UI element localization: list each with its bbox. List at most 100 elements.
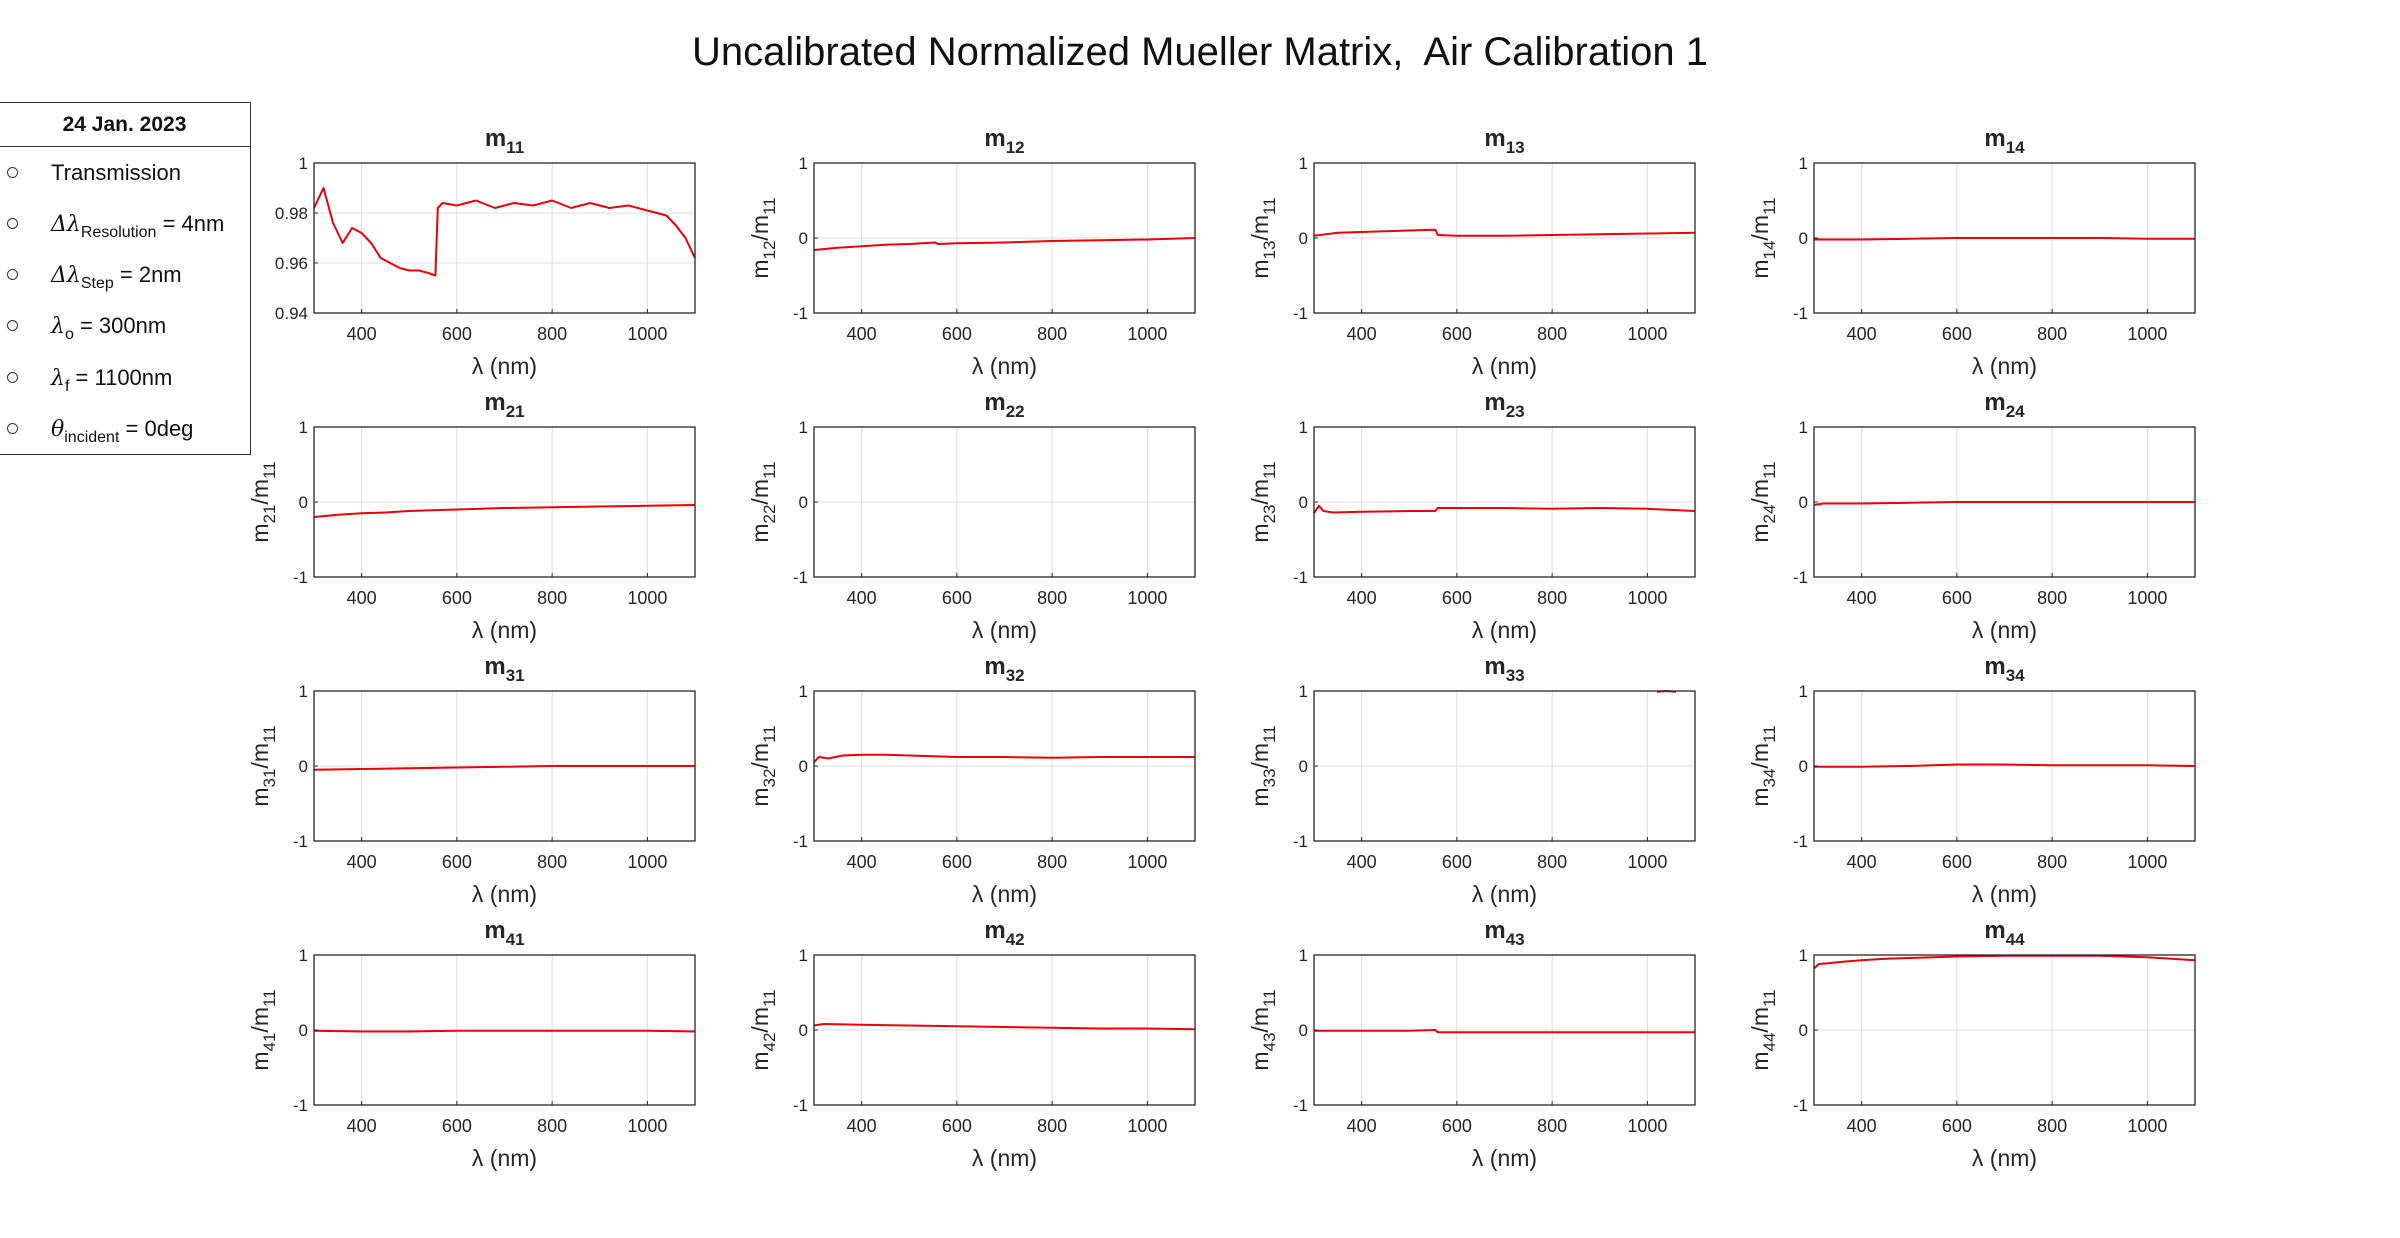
x-tick-label: 800 (2037, 324, 2067, 344)
x-tick-label: 400 (847, 1116, 877, 1136)
x-tick-label: 400 (1847, 324, 1877, 344)
x-tick-label: 600 (1942, 324, 1972, 344)
series-line-m21 (313, 504, 696, 518)
x-axis-label: λ (nm) (972, 1145, 1037, 1171)
x-tick-label: 600 (442, 588, 472, 608)
x-tick-label: 800 (537, 324, 567, 344)
figure-title: Uncalibrated Normalized Mueller Matrix, … (692, 30, 1708, 74)
y-tick-label: 1 (799, 418, 808, 437)
legend-circle-icon (7, 423, 18, 434)
x-axis-label: λ (nm) (1472, 353, 1537, 379)
y-axis-label: m44/m11 (1747, 989, 1779, 1070)
y-tick-label: 1 (1299, 418, 1308, 437)
y-tick-label: 0.94 (275, 304, 308, 323)
y-tick-label: 0 (1799, 757, 1808, 776)
subplot-m24: 400 600 800 1000 -1 0 1 m24 λ (nm) m24/m11 (1747, 389, 2196, 643)
legend-circle-icon (7, 372, 18, 383)
x-tick-label: 800 (537, 588, 567, 608)
series-line-m12 (813, 237, 1196, 251)
subplot-title: m13 (1484, 125, 1524, 157)
y-axis-label: m32/m11 (747, 725, 779, 806)
subplot-m12: 400 600 800 1000 -1 0 1 m12 λ (nm) m12/m11 (747, 125, 1196, 379)
x-tick-label: 1000 (627, 1116, 667, 1136)
x-tick-label: 1000 (2127, 588, 2167, 608)
x-axis-label: λ (nm) (1472, 881, 1537, 907)
subplot-title: m41 (484, 917, 524, 949)
x-tick-label: 400 (347, 852, 377, 872)
series-line-m43 (1314, 1029, 1695, 1034)
x-tick-label: 600 (942, 324, 972, 344)
x-tick-label: 800 (2037, 852, 2067, 872)
y-tick-label: -1 (1293, 832, 1308, 851)
x-tick-label: 600 (442, 324, 472, 344)
y-tick-label: -1 (1793, 832, 1808, 851)
x-tick-label: 1000 (1127, 1116, 1167, 1136)
y-tick-label: 0 (1799, 1021, 1808, 1040)
x-tick-label: 600 (1442, 324, 1472, 344)
subplot-m13: 400 600 800 1000 -1 0 1 m13 λ (nm) m13/m11 (1247, 125, 1696, 379)
series-line-m24 (1813, 501, 2195, 506)
subplot-title: m22 (984, 389, 1024, 421)
x-tick-label: 1000 (1127, 324, 1167, 344)
y-axis-label: m43/m11 (1247, 989, 1279, 1070)
x-tick-label: 1000 (1627, 852, 1667, 872)
legend-item-sub: Step (80, 275, 114, 292)
series-line-m41 (313, 1029, 696, 1033)
x-tick-label: 400 (847, 324, 877, 344)
subplot-title: m12 (984, 125, 1024, 157)
x-tick-label: 400 (1347, 324, 1377, 344)
subplot-title: m44 (1984, 917, 2025, 949)
series-line-m32 (813, 753, 1195, 763)
y-tick-label: -1 (793, 832, 808, 851)
y-tick-label: 0 (1299, 493, 1308, 512)
subplot-m32: 400 600 800 1000 -1 0 1 m32 λ (nm) m32/m11 (747, 653, 1196, 907)
subplot-m23: 400 600 800 1000 -1 0 1 m23 λ (nm) m23/m11 (1247, 389, 1696, 643)
x-axis-label: λ (nm) (472, 881, 537, 907)
x-tick-label: 400 (347, 588, 377, 608)
x-tick-label: 400 (1847, 588, 1877, 608)
y-tick-label: 0 (1299, 1021, 1308, 1040)
x-tick-label: 400 (1847, 1116, 1877, 1136)
x-axis-label: λ (nm) (972, 617, 1037, 643)
y-tick-label: -1 (793, 304, 808, 323)
series-line-m11 (313, 187, 696, 277)
y-tick-label: 1 (299, 154, 308, 173)
y-tick-label: 0 (799, 757, 808, 776)
legend-circle-icon (7, 320, 18, 331)
subplot-title: m42 (984, 917, 1024, 949)
subplot-m42: 400 600 800 1000 -1 0 1 m42 λ (nm) m42/m11 (747, 917, 1196, 1171)
x-tick-label: 600 (942, 588, 972, 608)
legend-item-main: Δλ (51, 212, 81, 237)
x-tick-label: 400 (1347, 588, 1377, 608)
x-axis-label: λ (nm) (1972, 881, 2037, 907)
y-tick-label: 1 (799, 946, 808, 965)
x-tick-label: 400 (1347, 1116, 1377, 1136)
subplot-title: m32 (984, 653, 1024, 685)
legend-header: 24 Jan. 2023 (0, 103, 250, 147)
x-axis-label: λ (nm) (1972, 1145, 2037, 1171)
legend-item-main: Δλ (51, 263, 81, 288)
x-tick-label: 400 (347, 324, 377, 344)
legend-circle-icon (7, 167, 18, 178)
x-tick-label: 800 (1037, 852, 1067, 872)
x-axis-label: λ (nm) (1472, 617, 1537, 643)
y-tick-label: 0 (1299, 757, 1308, 776)
subplot-title: m24 (1984, 389, 2025, 421)
legend-item-value: = 0deg (119, 416, 194, 441)
subplot-m21: 400 600 800 1000 -1 0 1 m21 λ (nm) m21/m11 (247, 389, 696, 643)
y-tick-label: 0 (299, 1021, 308, 1040)
y-tick-label: -1 (1293, 1096, 1308, 1115)
subplot-title: m43 (1484, 917, 1524, 949)
x-axis-label: λ (nm) (472, 617, 537, 643)
y-axis-label: m41/m11 (247, 989, 279, 1070)
y-tick-label: 0 (299, 757, 308, 776)
y-tick-label: 1 (299, 418, 308, 437)
subplot-title: m21 (484, 389, 524, 421)
x-tick-label: 600 (1942, 588, 1972, 608)
y-axis-label: m33/m11 (1247, 725, 1279, 806)
x-tick-label: 1000 (1627, 1116, 1667, 1136)
y-tick-label: 0 (1799, 493, 1808, 512)
y-tick-label: 0.98 (275, 204, 308, 223)
subplot-m34: 400 600 800 1000 -1 0 1 m34 λ (nm) m34/m11 (1747, 653, 2196, 907)
y-tick-label: 0 (1299, 229, 1308, 248)
